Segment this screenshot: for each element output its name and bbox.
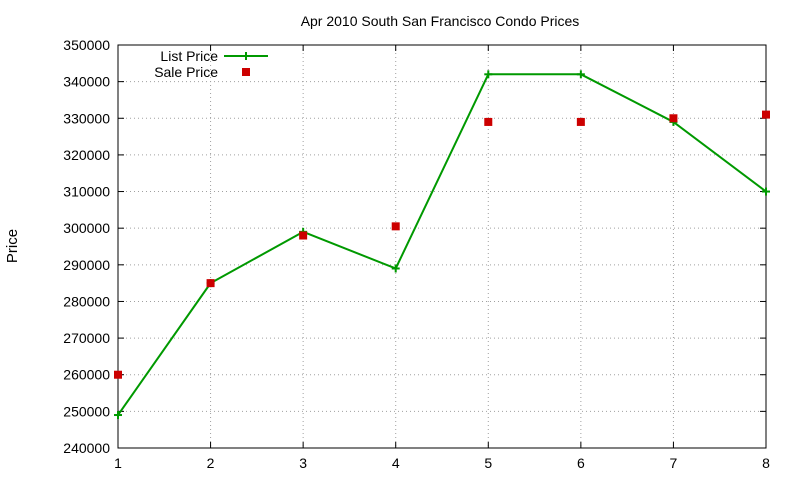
y-tick-label: 270000 bbox=[63, 330, 110, 346]
legend-marker-list-price bbox=[242, 52, 250, 60]
list-price-point bbox=[484, 70, 493, 79]
sale-price-point bbox=[299, 231, 308, 240]
list-price-point bbox=[114, 411, 122, 420]
list-price-point bbox=[391, 264, 400, 273]
chart-title: Apr 2010 South San Francisco Condo Price… bbox=[301, 13, 580, 29]
y-tick-label: 280000 bbox=[63, 293, 110, 309]
sale-price-point bbox=[762, 110, 770, 119]
sale-price-point bbox=[484, 117, 493, 126]
y-tick-label: 290000 bbox=[63, 257, 110, 273]
series-line-list-price bbox=[117, 73, 767, 416]
y-tick-label: 340000 bbox=[63, 74, 110, 90]
x-tick-label: 5 bbox=[484, 455, 492, 471]
sale-price-point bbox=[206, 279, 215, 288]
legend-label-list-price: List Price bbox=[160, 48, 218, 64]
sale-price-point bbox=[576, 117, 585, 126]
grid bbox=[118, 45, 766, 448]
y-axis: 240000 250000 260000 270000 280000 290000 3000… bbox=[63, 37, 766, 456]
x-tick-label: 4 bbox=[392, 455, 400, 471]
sale-price-point bbox=[391, 222, 400, 231]
y-tick-label: 260000 bbox=[63, 367, 110, 383]
x-tick-label: 3 bbox=[299, 455, 307, 471]
sale-price-point bbox=[669, 114, 678, 123]
y-tick-label: 330000 bbox=[63, 110, 110, 126]
y-tick-label: 240000 bbox=[63, 440, 110, 456]
y-tick-label: 310000 bbox=[63, 184, 110, 200]
list-price-point bbox=[762, 187, 770, 196]
y-tick-label: 320000 bbox=[63, 147, 110, 163]
legend: List Price Sale Price bbox=[154, 48, 268, 80]
x-tick-label: 1 bbox=[114, 455, 122, 471]
sale-price-point bbox=[114, 370, 122, 379]
x-tick-label: 8 bbox=[762, 455, 770, 471]
x-tick-label: 7 bbox=[670, 455, 678, 471]
series-layer bbox=[114, 70, 770, 420]
legend-marker-sale-price bbox=[242, 68, 250, 76]
y-tick-label: 250000 bbox=[63, 403, 110, 419]
x-tick-label: 2 bbox=[207, 455, 215, 471]
x-tick-label: 6 bbox=[577, 455, 585, 471]
list-price-point bbox=[576, 70, 585, 79]
y-tick-label: 350000 bbox=[63, 37, 110, 53]
legend-label-sale-price: Sale Price bbox=[154, 64, 218, 80]
y-axis-label: Price bbox=[4, 229, 21, 263]
y-tick-label: 300000 bbox=[63, 220, 110, 236]
plot-frame bbox=[117, 44, 767, 449]
x-axis: 1 2 3 4 5 6 7 8 bbox=[114, 45, 770, 471]
